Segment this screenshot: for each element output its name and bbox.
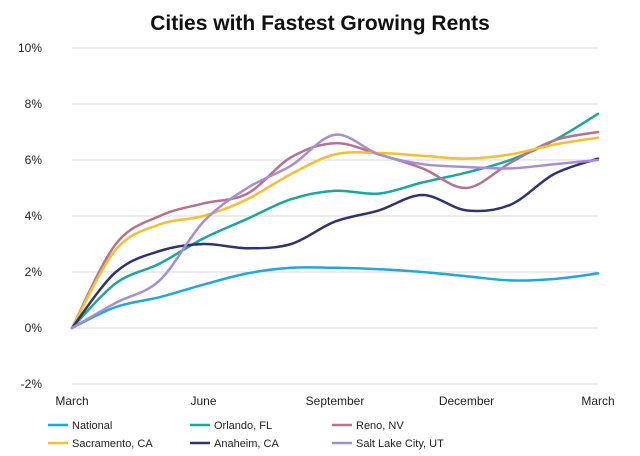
x-tick-label: September — [306, 394, 365, 408]
y-tick-label: 8% — [25, 97, 43, 111]
legend-label-national: National — [72, 420, 112, 432]
series-line-reno-nv — [70, 130, 600, 330]
y-tick-label: 0% — [25, 321, 43, 335]
gridlines — [72, 47, 598, 385]
series-line-national — [70, 266, 600, 330]
series-line-orlando-fl — [70, 112, 600, 330]
legend: National Orlando, FL Reno, NV Sacramento, C… — [48, 420, 444, 450]
series-line-anaheim-ca — [70, 157, 600, 330]
y-tick-label: -2% — [21, 377, 43, 391]
legend-label-sacramento-ca: Sacramento, CA — [72, 438, 153, 450]
series-line-sacramento-ca — [70, 136, 600, 330]
y-tick-label: 4% — [25, 209, 43, 223]
y-tick-label: 2% — [25, 265, 43, 279]
x-axis-tick-labels: March June September December March — [55, 394, 614, 408]
x-tick-label: March — [581, 394, 614, 408]
series-line-salt-lake-city-ut — [70, 133, 600, 330]
y-tick-label: 10% — [18, 41, 42, 55]
chart-title: Cities with Fastest Growing Rents — [150, 12, 490, 35]
legend-label-anaheim-ca: Anaheim, CA — [214, 438, 279, 450]
x-tick-label: June — [190, 394, 216, 408]
x-tick-label: March — [55, 394, 88, 408]
legend-label-orlando-fl: Orlando, FL — [214, 420, 272, 432]
legend-label-salt-lake-city-ut: Salt Lake City, UT — [356, 438, 444, 450]
x-tick-label: December — [439, 394, 494, 408]
legend-label-reno-nv: Reno, NV — [356, 420, 404, 432]
y-tick-label: 6% — [25, 153, 43, 167]
series-lines — [70, 112, 600, 330]
y-axis-tick-labels: -2% 0% 2% 4% 6% 8% 10% — [18, 41, 42, 391]
